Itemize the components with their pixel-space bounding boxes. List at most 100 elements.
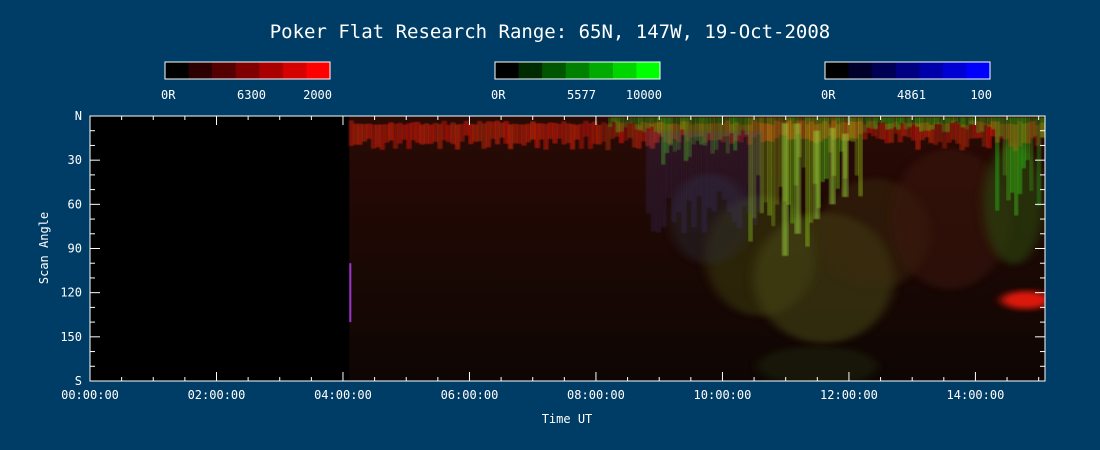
emission-blue-haze <box>687 130 692 201</box>
emission-patch <box>890 149 1011 290</box>
emission-ray <box>814 130 820 220</box>
emission-red-streak <box>517 124 522 144</box>
emission-red-streak <box>353 123 358 145</box>
colorbar-step <box>188 62 213 79</box>
emission-green-streak <box>847 117 851 141</box>
emission-green-streak <box>745 117 749 135</box>
emission-green-streak <box>1026 117 1030 161</box>
colorbar-frame <box>824 61 991 80</box>
emission-blue-haze <box>676 130 681 213</box>
emission-green-streak <box>938 117 942 125</box>
emission-red-streak <box>570 124 575 150</box>
emission-red-streak <box>964 124 969 148</box>
colorbar-step <box>565 62 590 79</box>
emission-red-streak <box>898 124 903 143</box>
colorbar-step <box>966 62 991 79</box>
emission-green-streak <box>760 117 764 214</box>
emission-green-streak <box>642 117 646 133</box>
y-axis-label: Scan Angle <box>37 212 51 284</box>
emission-green-streak <box>821 117 825 182</box>
emission-green-streak <box>616 117 620 133</box>
emission-green-streak <box>923 117 927 131</box>
colorbar-step <box>542 62 567 79</box>
emission-red-streak <box>942 123 947 149</box>
emission-red-streak <box>557 123 562 139</box>
emission-red-streak <box>561 121 566 145</box>
y-tick-label: N <box>75 109 82 123</box>
colorbar-step <box>848 62 873 79</box>
emission-red-streak <box>508 124 513 150</box>
emission-red-streak <box>424 123 429 145</box>
emission-red-streak <box>406 123 411 149</box>
colorbar-green: 0R 5577 10000 <box>491 61 662 102</box>
colorbar-step <box>282 62 307 79</box>
emission-red-streak <box>583 120 588 137</box>
emission-green-streak <box>767 117 771 216</box>
emission-green-streak <box>779 117 783 187</box>
emission-green-streak <box>790 117 794 224</box>
emission-red-streak <box>437 123 442 149</box>
emission-blue-haze <box>742 130 747 207</box>
x-tick-label: 04:00:00 <box>314 388 372 402</box>
emission-red-streak <box>933 122 938 145</box>
colorbar-max-label: 10000 <box>626 88 662 102</box>
emission-red-streak <box>384 124 389 143</box>
emission-red-streak <box>951 120 956 140</box>
emission-green-streak <box>646 117 650 129</box>
emission-patch <box>757 346 878 381</box>
y-tick-label: 90 <box>68 242 82 256</box>
colorbar-step <box>165 62 190 79</box>
emission-red-streak <box>442 120 447 141</box>
emission-red-streak <box>535 123 540 149</box>
emission-red-streak <box>911 122 916 141</box>
emission-green-streak <box>737 117 741 136</box>
x-tick-label: 14:00:00 <box>947 388 1005 402</box>
emission-green-streak <box>870 117 874 129</box>
emission-red-streak <box>765 123 770 141</box>
emission-green-streak <box>718 117 722 140</box>
emission-red-streak <box>955 122 960 144</box>
emission-red-streak <box>521 124 526 146</box>
y-axis: N 30 60 90 120 150 S <box>60 109 1045 388</box>
emission-red-streak <box>592 121 597 144</box>
emission-green-streak <box>897 117 901 130</box>
emission-blue-haze <box>666 130 671 198</box>
colorbar-min-label: 0R <box>161 88 176 102</box>
emission-green-streak <box>627 117 631 123</box>
emission-red-streak <box>552 122 557 144</box>
emission-red-streak <box>513 123 518 144</box>
emission-blue-haze <box>697 130 702 197</box>
emission-red-streak <box>477 120 482 142</box>
emission-ray <box>842 133 848 197</box>
emission-green-streak <box>881 117 885 123</box>
emission-green-streak <box>623 117 627 128</box>
emission-red-streak <box>455 124 460 150</box>
emission-green-streak <box>840 117 844 152</box>
emission-blue-haze <box>692 130 697 228</box>
emission-red-streak <box>969 120 974 139</box>
x-tick-label: 10:00:00 <box>694 388 752 402</box>
emission-green-streak <box>619 117 623 132</box>
emission-red-streak <box>924 122 929 138</box>
colorbar-step <box>872 62 897 79</box>
emission-green-streak <box>699 117 703 145</box>
emission-green-streak <box>999 117 1003 137</box>
emission-red-streak <box>1031 121 1036 139</box>
emission-green-streak <box>1022 117 1026 169</box>
x-tick-label: 12:00:00 <box>820 388 878 402</box>
emission-blue-haze <box>717 130 722 192</box>
emission-green-streak <box>1003 117 1007 176</box>
y-tick-label: 150 <box>60 330 82 344</box>
x-axis: 00:00:00 02:00:00 04:00:00 06:00:00 08:00:00… <box>61 116 1040 402</box>
emission-red-streak <box>393 123 398 149</box>
emission-red-streak <box>619 122 624 144</box>
emission-red-streak <box>566 123 571 144</box>
emission-patch <box>1001 291 1045 310</box>
emission-blue-haze <box>651 130 656 232</box>
emission-blue-haze <box>681 130 686 234</box>
emission-red-streak <box>915 123 920 150</box>
emission-red-streak <box>530 121 535 140</box>
emission-red-streak <box>973 120 978 139</box>
emission-red-streak <box>548 122 553 140</box>
emission-red-streak <box>486 121 491 148</box>
